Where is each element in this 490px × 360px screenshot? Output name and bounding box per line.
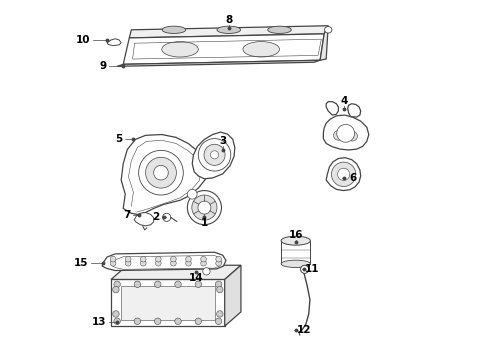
Circle shape <box>216 281 222 288</box>
Circle shape <box>134 281 141 288</box>
Circle shape <box>216 256 221 262</box>
Polygon shape <box>326 158 361 190</box>
Circle shape <box>198 201 211 214</box>
Circle shape <box>110 260 116 266</box>
Circle shape <box>198 139 231 171</box>
Circle shape <box>211 151 219 159</box>
Circle shape <box>338 168 350 180</box>
Polygon shape <box>102 252 226 270</box>
Circle shape <box>187 190 221 225</box>
Circle shape <box>331 162 356 186</box>
Text: 12: 12 <box>296 325 311 335</box>
Polygon shape <box>192 132 235 179</box>
Circle shape <box>114 281 121 288</box>
Circle shape <box>195 281 201 288</box>
Circle shape <box>186 260 191 266</box>
Polygon shape <box>123 34 324 64</box>
Ellipse shape <box>162 41 198 57</box>
Circle shape <box>334 130 343 140</box>
Circle shape <box>217 311 223 317</box>
Circle shape <box>201 260 206 266</box>
Ellipse shape <box>243 41 279 57</box>
Ellipse shape <box>324 27 332 33</box>
Circle shape <box>154 318 161 324</box>
Circle shape <box>125 260 131 266</box>
Circle shape <box>187 189 197 199</box>
Ellipse shape <box>281 236 310 245</box>
Circle shape <box>154 281 161 288</box>
Circle shape <box>217 286 223 293</box>
Text: 16: 16 <box>289 230 303 240</box>
Text: 10: 10 <box>75 35 90 45</box>
Circle shape <box>203 268 210 275</box>
Circle shape <box>201 256 206 262</box>
Text: 14: 14 <box>189 273 204 283</box>
Text: 8: 8 <box>225 15 232 24</box>
Text: 3: 3 <box>219 136 226 147</box>
Polygon shape <box>107 39 121 46</box>
Circle shape <box>195 318 201 324</box>
Polygon shape <box>326 102 339 115</box>
Polygon shape <box>320 26 328 60</box>
Circle shape <box>175 318 181 324</box>
Ellipse shape <box>162 26 186 33</box>
Circle shape <box>113 286 119 293</box>
Circle shape <box>110 256 116 262</box>
Text: 15: 15 <box>74 258 88 268</box>
Polygon shape <box>134 212 154 226</box>
Circle shape <box>216 260 221 266</box>
Ellipse shape <box>281 260 310 267</box>
Polygon shape <box>281 241 310 264</box>
Circle shape <box>114 318 121 324</box>
Polygon shape <box>111 279 225 326</box>
Circle shape <box>171 260 176 266</box>
Circle shape <box>171 256 176 262</box>
Ellipse shape <box>268 26 291 33</box>
Text: 6: 6 <box>349 173 356 183</box>
Text: 9: 9 <box>99 61 106 71</box>
Circle shape <box>216 318 222 324</box>
Circle shape <box>134 318 141 324</box>
Polygon shape <box>323 115 369 150</box>
Circle shape <box>300 265 309 273</box>
Circle shape <box>139 150 183 195</box>
Text: 13: 13 <box>92 317 106 327</box>
Polygon shape <box>117 60 320 66</box>
Text: 7: 7 <box>123 210 130 220</box>
Text: 2: 2 <box>152 212 159 221</box>
Polygon shape <box>348 104 361 117</box>
Text: 1: 1 <box>201 218 208 228</box>
Text: 11: 11 <box>305 264 319 274</box>
Circle shape <box>204 144 225 165</box>
Polygon shape <box>121 285 215 320</box>
Circle shape <box>155 256 161 262</box>
Circle shape <box>186 256 191 262</box>
Circle shape <box>154 165 168 180</box>
Circle shape <box>192 195 217 220</box>
Circle shape <box>163 213 171 221</box>
Circle shape <box>175 281 181 288</box>
Circle shape <box>337 125 355 142</box>
Text: 5: 5 <box>115 134 122 144</box>
Polygon shape <box>129 26 328 38</box>
Circle shape <box>348 131 357 141</box>
Polygon shape <box>225 265 241 326</box>
Circle shape <box>146 157 176 188</box>
Circle shape <box>140 260 146 266</box>
Circle shape <box>155 260 161 266</box>
Text: 4: 4 <box>341 96 348 106</box>
Polygon shape <box>121 135 208 215</box>
Ellipse shape <box>217 26 241 33</box>
Circle shape <box>113 311 119 317</box>
Polygon shape <box>111 265 241 279</box>
Circle shape <box>140 256 146 262</box>
Circle shape <box>125 256 131 262</box>
